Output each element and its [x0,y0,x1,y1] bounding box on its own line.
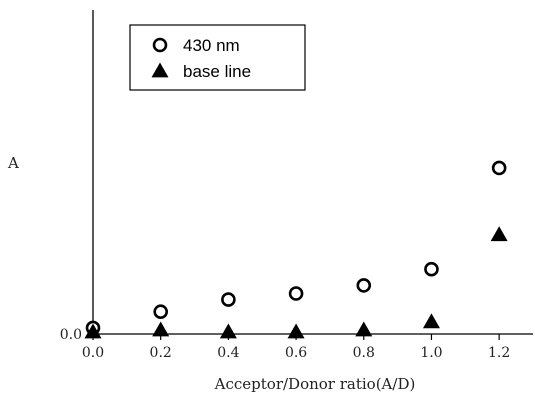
y-tick-label: 0.0 [60,327,82,343]
circle-point [288,286,304,301]
legend-box [129,24,306,91]
legend-marker [152,37,168,53]
x-tick-label: 0.8 [353,345,375,361]
triangle-point [490,226,508,242]
legend-marker [151,62,169,78]
circle-point [424,261,439,277]
triangle-point [219,323,237,339]
triangle-point [355,321,373,337]
legend-entries: 430 nm base line [151,36,251,81]
circle-point [221,292,236,307]
triangle-point [287,323,305,339]
x-ticks: 0.0 0.2 0.4 0.6 0.8 1.0 1.2 [82,334,510,361]
x-tick-label: 0.4 [217,345,239,361]
x-tick-label: 1.2 [488,345,510,361]
circle-point [153,304,168,320]
legend: 430 nm base line [129,24,306,91]
x-tick-label: 0.2 [150,345,172,361]
x-tick-label: 0.0 [82,345,104,361]
circle-point [356,278,372,293]
triangle-point [84,323,102,339]
data-markers [84,160,508,339]
legend-label: 430 nm [183,36,240,55]
x-axis-title: Acceptor/Donor ratio(A/D) [214,375,416,393]
circle-point [491,160,507,176]
legend-label: base line [183,62,251,81]
x-tick-label: 1.0 [420,345,442,361]
x-tick-label: 0.6 [285,345,307,361]
y-axis-title: A [7,154,19,172]
triangle-point [152,321,170,337]
triangle-point [422,313,440,329]
